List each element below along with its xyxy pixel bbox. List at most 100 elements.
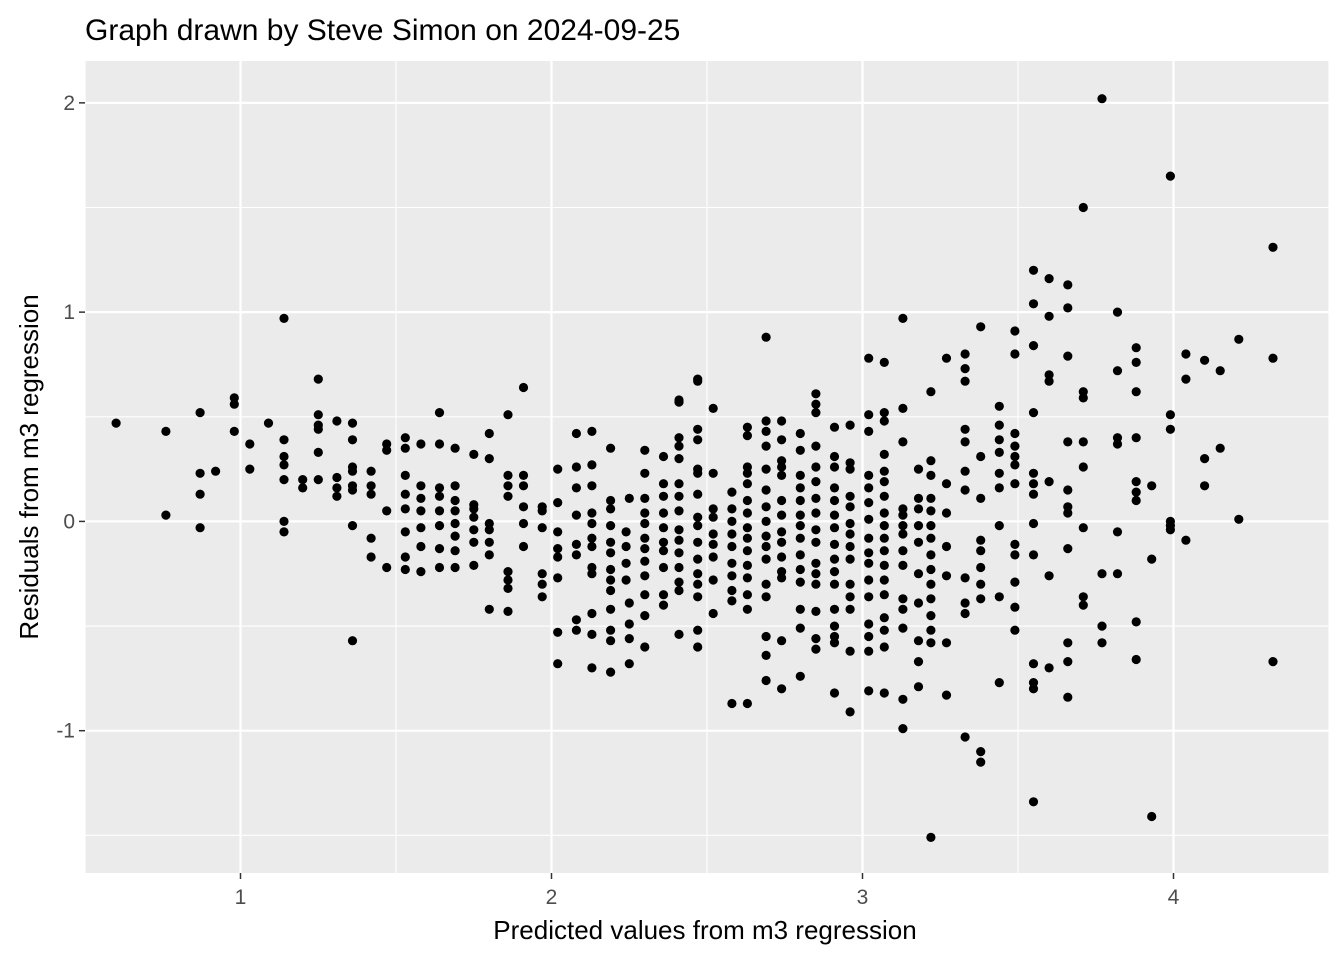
- data-point: [879, 546, 889, 556]
- data-point: [742, 479, 753, 489]
- data-point: [518, 518, 529, 529]
- data-point: [761, 541, 771, 552]
- data-point: [994, 435, 1004, 445]
- data-point: [450, 495, 460, 506]
- data-point: [382, 562, 392, 573]
- data-point: [279, 451, 289, 462]
- data-point: [366, 552, 376, 562]
- data-point: [658, 508, 669, 518]
- data-point: [845, 646, 855, 656]
- data-point: [1028, 479, 1039, 489]
- data-point: [450, 443, 460, 453]
- data-point: [811, 462, 821, 472]
- data-point: [795, 510, 805, 520]
- data-point: [621, 558, 631, 568]
- data-point: [313, 475, 323, 485]
- data-point: [879, 466, 889, 476]
- data-point: [1044, 370, 1054, 380]
- data-point: [434, 483, 445, 493]
- data-point: [416, 523, 426, 533]
- data-point: [640, 590, 650, 600]
- data-point: [1063, 508, 1073, 518]
- data-point: [621, 527, 631, 537]
- data-point: [1268, 242, 1278, 252]
- data-point: [693, 554, 703, 564]
- data-point: [1112, 366, 1123, 376]
- data-point: [1131, 343, 1141, 353]
- data-point: [1112, 439, 1123, 449]
- data-point: [879, 560, 889, 571]
- data-point: [674, 397, 684, 407]
- data-point: [640, 544, 650, 554]
- data-point: [450, 562, 460, 573]
- data-point: [926, 470, 936, 480]
- data-point: [727, 698, 737, 709]
- data-point: [587, 518, 597, 529]
- data-point: [553, 627, 563, 637]
- data-point: [537, 579, 547, 589]
- data-point: [469, 525, 479, 535]
- data-point: [1063, 657, 1073, 667]
- data-point: [674, 506, 684, 516]
- data-point: [1078, 202, 1088, 213]
- data-point: [994, 447, 1004, 457]
- data-point: [1063, 544, 1073, 554]
- data-point: [708, 539, 718, 550]
- data-point: [1181, 535, 1191, 545]
- data-point: [994, 678, 1004, 688]
- data-point: [674, 548, 684, 558]
- data-point: [693, 424, 703, 434]
- data-point: [366, 489, 376, 499]
- data-point: [1063, 638, 1073, 648]
- data-point: [761, 531, 771, 541]
- data-point: [1028, 550, 1039, 560]
- data-point: [829, 579, 840, 589]
- data-point: [263, 418, 274, 428]
- data-point: [1200, 454, 1210, 464]
- data-point: [434, 491, 445, 501]
- chart-title: Graph drawn by Steve Simon on 2024-09-25: [85, 14, 680, 47]
- data-point: [587, 608, 597, 619]
- data-point: [366, 533, 376, 543]
- data-point: [484, 550, 494, 560]
- data-point: [195, 523, 205, 533]
- data-point: [484, 428, 494, 439]
- data-point: [1028, 659, 1039, 669]
- data-point: [879, 575, 889, 585]
- data-point: [795, 604, 805, 614]
- data-point: [1010, 428, 1020, 439]
- data-point: [1131, 495, 1141, 506]
- data-point: [674, 441, 684, 451]
- data-point: [298, 475, 308, 485]
- data-point: [195, 468, 205, 478]
- data-point: [640, 571, 650, 581]
- data-point: [879, 449, 889, 459]
- data-point: [864, 483, 874, 493]
- data-point: [976, 747, 986, 757]
- data-point: [811, 606, 821, 617]
- data-point: [777, 537, 787, 547]
- data-point: [811, 634, 821, 644]
- data-point: [898, 594, 908, 604]
- data-point: [777, 527, 787, 537]
- data-point: [811, 441, 821, 451]
- data-point: [926, 564, 936, 575]
- data-point: [864, 514, 874, 524]
- data-point: [111, 418, 121, 428]
- data-point: [777, 684, 787, 694]
- data-point: [347, 466, 358, 476]
- data-point: [742, 462, 753, 472]
- data-point: [298, 483, 308, 493]
- data-point: [469, 537, 479, 547]
- data-point: [195, 408, 205, 418]
- data-point: [811, 537, 821, 547]
- data-point: [1131, 617, 1141, 627]
- data-point: [1028, 489, 1039, 499]
- data-point: [621, 575, 631, 585]
- data-point: [1010, 539, 1020, 550]
- data-point: [795, 428, 805, 439]
- data-point: [708, 468, 718, 478]
- data-point: [879, 416, 889, 426]
- data-point: [864, 575, 874, 585]
